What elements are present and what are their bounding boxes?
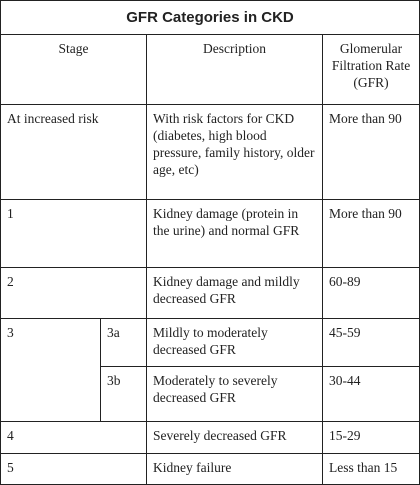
gfr-cell: More than 90 xyxy=(321,104,420,200)
substage-cell: 3b xyxy=(100,366,147,422)
description-cell: With risk factors for CKD (diabetes, hig… xyxy=(146,104,323,200)
gfr-cell: 15-29 xyxy=(321,421,420,454)
description-cell: Mildly to moderately decreased GFR xyxy=(146,318,323,367)
title-row: GFR Categories in CKD xyxy=(0,0,420,35)
header-row: Stage Description Glomerular Filtration … xyxy=(0,34,420,105)
description-cell: Moderately to severely decreased GFR xyxy=(146,366,323,422)
gfr-cell: More than 90 xyxy=(321,199,420,268)
gfr-cell: 45-59 xyxy=(321,318,420,367)
header-cell: Stage xyxy=(0,34,147,105)
table-row: 1 Kidney damage (protein in the urine) a… xyxy=(0,199,420,268)
table-title: GFR Categories in CKD xyxy=(0,0,420,35)
table-row: At increased risk With risk factors for … xyxy=(0,104,420,200)
header-cell: Glomerular Filtration Rate (GFR) xyxy=(321,34,420,105)
table-row: 3b Moderately to severely decreased GFR … xyxy=(1,366,420,422)
substage-cell: 3a xyxy=(100,318,147,367)
gfr-cell: Less than 15 xyxy=(321,453,420,485)
header-cell: Description xyxy=(146,34,323,105)
stage-cell: 2 xyxy=(0,267,147,319)
stage-cell: At increased risk xyxy=(0,104,147,200)
stage-cell: 5 xyxy=(0,453,147,485)
gfr-cell: 60-89 xyxy=(321,267,420,319)
stage-cell: 3 xyxy=(0,318,101,422)
table-row: 2 Kidney damage and mildly decreased GFR… xyxy=(0,267,420,319)
description-cell: Severely decreased GFR xyxy=(146,421,323,454)
table-row: 3 3a Mildly to moderately decreased GFR … xyxy=(0,318,420,422)
gfr-cell: 30-44 xyxy=(321,366,420,422)
stage-cell: 1 xyxy=(0,199,147,268)
description-cell: Kidney damage (protein in the urine) and… xyxy=(146,199,323,268)
description-cell: Kidney damage and mildly decreased GFR xyxy=(146,267,323,319)
table-row: 4 Severely decreased GFR 15-29 xyxy=(0,421,420,454)
stage-cell: 4 xyxy=(0,421,147,454)
description-cell: Kidney failure xyxy=(146,453,323,485)
table-row: 5 Kidney failure Less than 15 xyxy=(0,453,420,485)
